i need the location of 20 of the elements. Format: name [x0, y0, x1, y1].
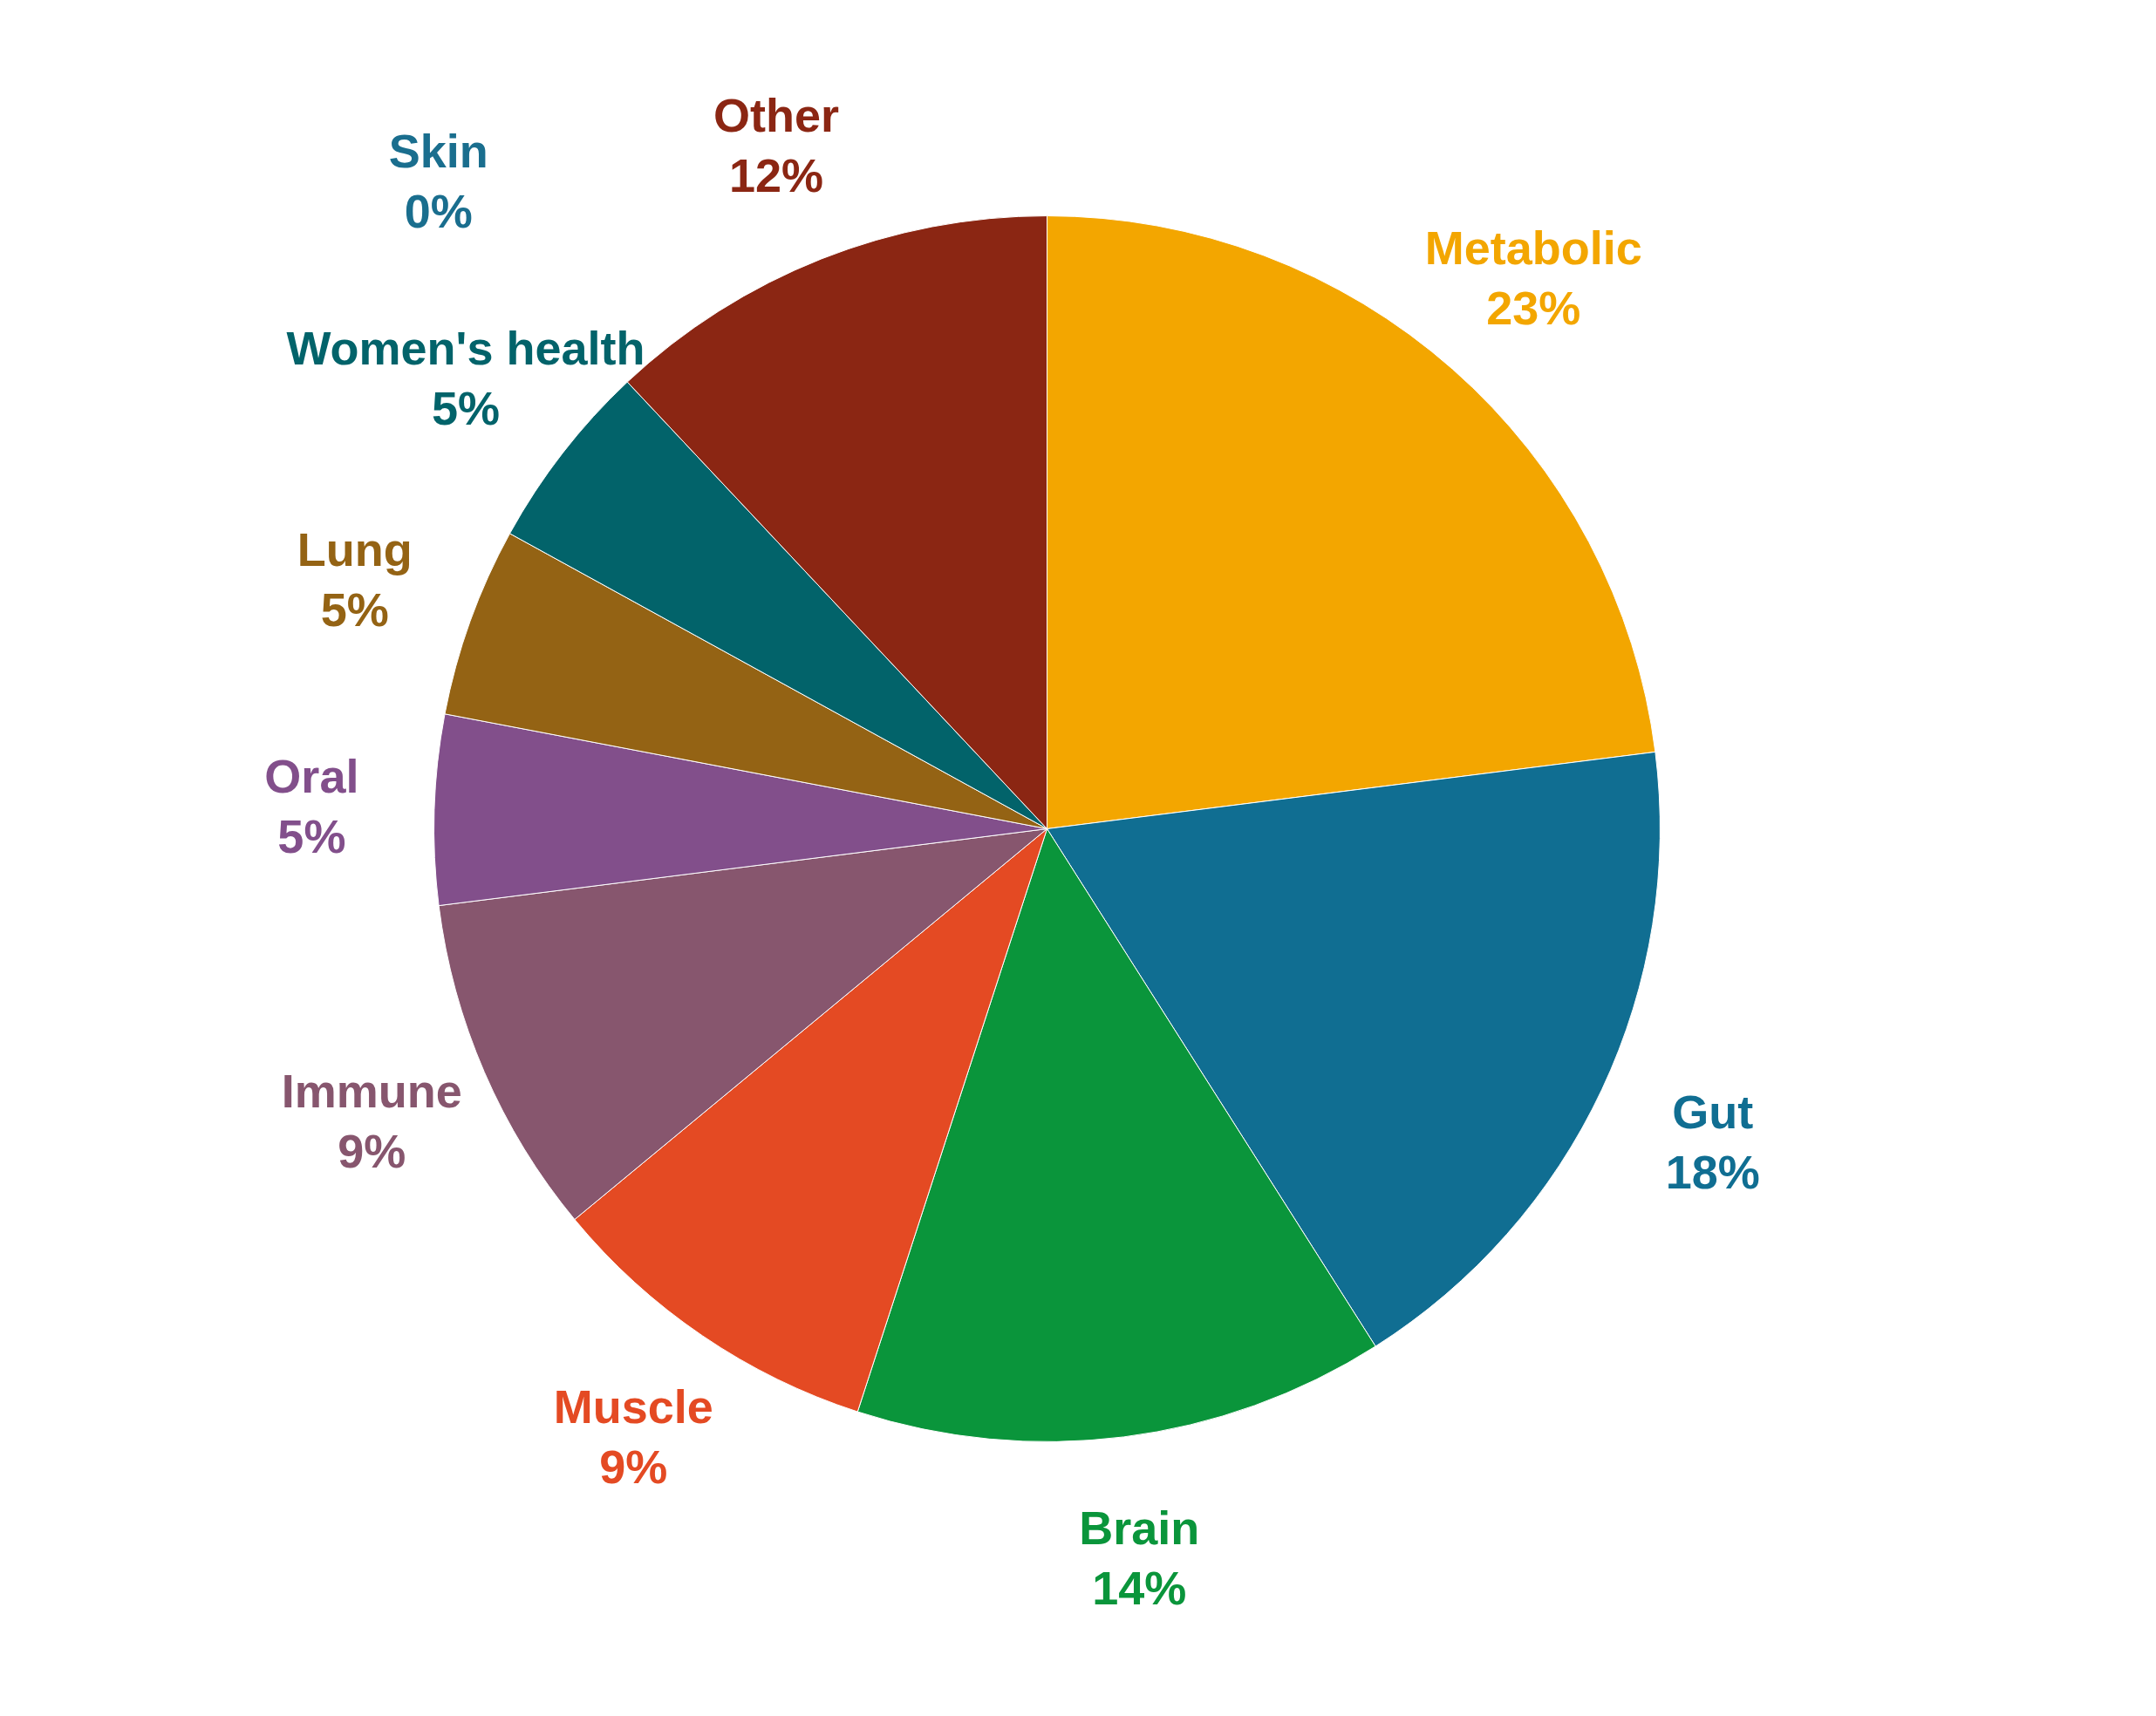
slice-label: Muscle — [553, 1380, 713, 1433]
slice-label: Metabolic — [1424, 221, 1642, 274]
data-label: 18% — [1665, 1145, 1760, 1198]
slice-label: Gut — [1672, 1085, 1754, 1138]
data-label: 12% — [728, 149, 824, 202]
data-label: 14% — [1092, 1562, 1187, 1615]
data-label: 5% — [431, 382, 500, 435]
slice-label: Immune — [281, 1064, 462, 1117]
data-label: 5% — [277, 809, 346, 862]
data-label: 9% — [338, 1124, 406, 1177]
slice-label: Oral — [264, 749, 359, 802]
slice-label: Other — [713, 89, 839, 142]
slice-label: Lung — [297, 523, 413, 576]
text: 0% — [404, 185, 473, 238]
slice-label: Brain — [1079, 1502, 1200, 1555]
data-label: 5% — [320, 583, 389, 637]
category-label: Skin — [388, 125, 488, 178]
data-label: 9% — [599, 1440, 668, 1494]
data-label: 23% — [1486, 281, 1581, 334]
slice-label: Women's health — [286, 322, 645, 375]
